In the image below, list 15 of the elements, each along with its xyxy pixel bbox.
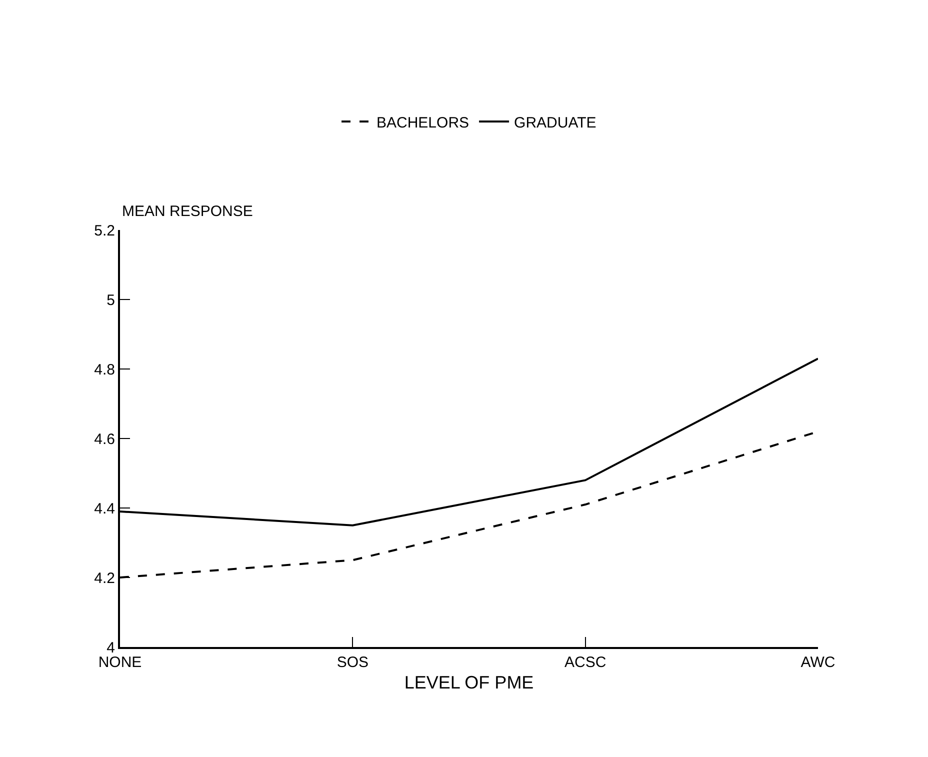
legend-label: GRADUATE bbox=[514, 114, 596, 132]
y-tick-label: 4.8 bbox=[94, 361, 115, 378]
y-axis-title: MEAN RESPONSE bbox=[122, 203, 253, 220]
y-tick-label: 4.2 bbox=[94, 570, 115, 587]
y-tick-label: 5 bbox=[106, 292, 115, 309]
y-tick-label: 5.2 bbox=[94, 222, 115, 240]
x-tick-label: NONE bbox=[98, 654, 142, 671]
y-tick-label: 4 bbox=[106, 639, 115, 656]
legend-label: BACHELORS bbox=[376, 114, 470, 132]
x-tick-label: ACSC bbox=[564, 654, 606, 671]
x-tick-label: AWC bbox=[800, 654, 836, 671]
x-axis-title: LEVEL OF PME bbox=[404, 672, 534, 693]
y-tick-label: 4.4 bbox=[94, 500, 115, 518]
x-tick-label: SOS bbox=[336, 654, 369, 671]
y-tick-label: 4.6 bbox=[94, 430, 115, 448]
